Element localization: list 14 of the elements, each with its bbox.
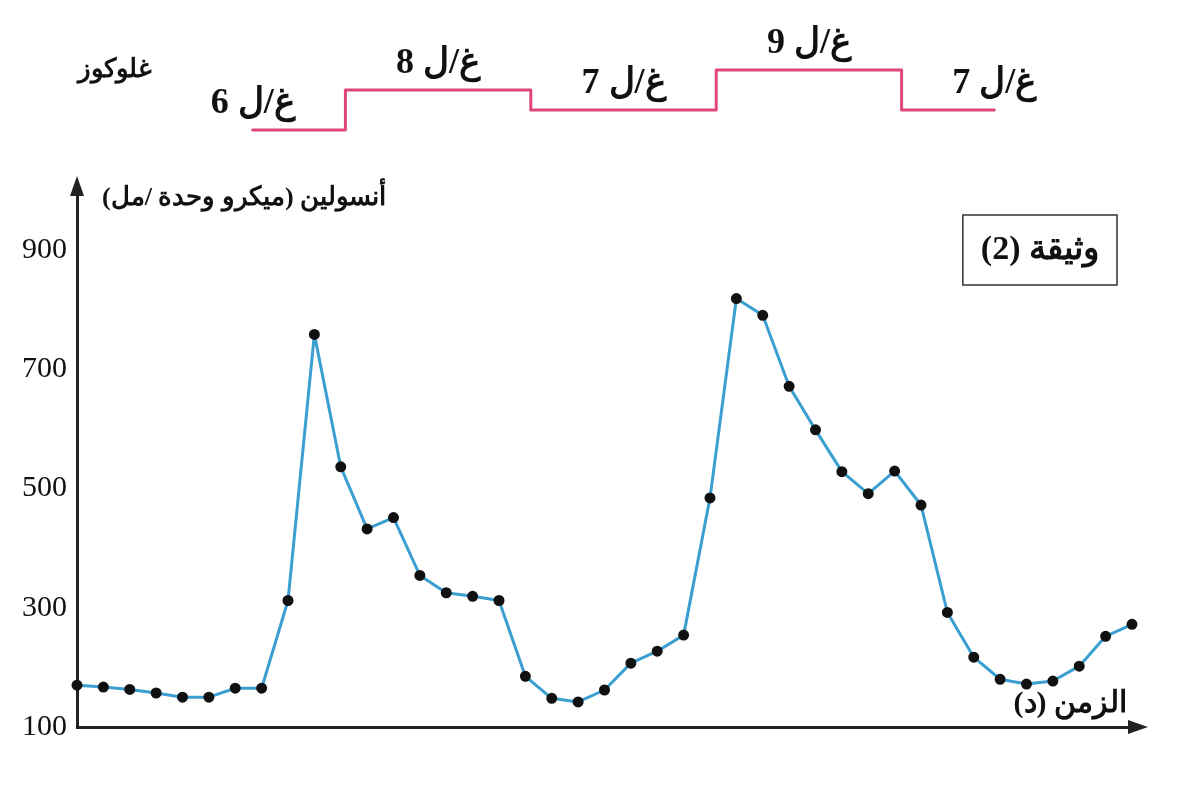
annotation: وثيقة (2) xyxy=(980,228,1100,268)
y-axis-title: أنسولين (ميكرو وحدة /مل) xyxy=(102,177,387,212)
y-tick-label: 900 xyxy=(22,230,67,264)
y-tick-label: 700 xyxy=(22,349,67,383)
x-axis-title: الزمن (د) xyxy=(1013,684,1127,720)
data-label: 9 غ/ل xyxy=(766,21,852,64)
data-label: 6 غ/ل xyxy=(210,81,296,124)
data-label: 7 غ/ل xyxy=(581,61,667,104)
y-tick-label: 500 xyxy=(22,469,67,503)
y-tick-label: 100 xyxy=(22,707,67,741)
y-tick-label: 300 xyxy=(22,588,67,622)
y-axis-title: غلوكوز xyxy=(76,53,152,84)
data-label: 8 غ/ل xyxy=(396,41,482,84)
data-label: 7 غ/ل xyxy=(952,61,1038,104)
